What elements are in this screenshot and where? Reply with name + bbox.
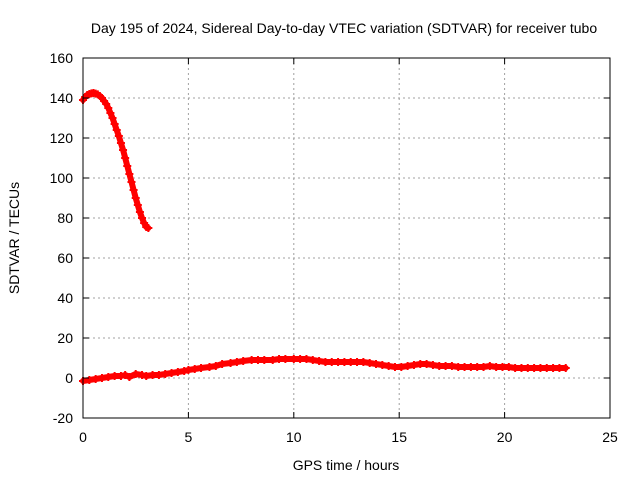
data-point <box>281 355 290 363</box>
x-tick-label: 0 <box>79 429 87 445</box>
y-tick-label: 80 <box>57 210 73 226</box>
y-tick-label: -20 <box>53 410 73 426</box>
tick-labels: 0 5 10 15 20 25 -20 0 20 40 60 80 100 120 140 160 <box>50 50 618 445</box>
data-point <box>127 178 136 186</box>
data-point <box>125 373 134 381</box>
series-arc-2 <box>79 355 570 385</box>
data-point <box>211 362 220 370</box>
data-point <box>108 114 117 122</box>
axis-ticks <box>82 57 611 419</box>
data-point <box>239 357 248 365</box>
y-tick-label: 140 <box>50 90 74 106</box>
data-point <box>112 126 121 134</box>
plot-frame <box>82 57 611 419</box>
y-tick-label: 100 <box>50 170 74 186</box>
data-points <box>79 89 570 385</box>
data-point <box>125 170 134 178</box>
data-point <box>133 201 142 209</box>
data-point <box>116 139 125 147</box>
data-point <box>135 208 144 216</box>
data-point <box>110 120 119 128</box>
data-point <box>138 214 147 222</box>
data-point <box>144 224 153 232</box>
x-axis-label: GPS time / hours <box>293 457 400 473</box>
data-point <box>104 104 113 112</box>
data-point <box>129 186 138 194</box>
data-point <box>131 194 140 202</box>
x-tick-label: 10 <box>286 429 302 445</box>
data-point <box>561 364 570 372</box>
y-tick-label: 0 <box>65 370 73 386</box>
data-point <box>218 360 227 368</box>
series-arc-1 <box>79 89 153 232</box>
data-point <box>121 154 130 162</box>
y-axis-label: SDTVAR / TECUs <box>6 182 22 294</box>
data-point <box>106 109 115 117</box>
data-point <box>121 371 130 379</box>
x-tick-label: 25 <box>602 429 618 445</box>
y-tick-label: 120 <box>50 130 74 146</box>
x-tick-label: 15 <box>391 429 407 445</box>
y-tick-label: 40 <box>57 290 73 306</box>
y-tick-label: 60 <box>57 250 73 266</box>
data-point <box>119 146 128 154</box>
data-point <box>123 162 132 170</box>
y-tick-label: 160 <box>50 50 74 66</box>
data-point <box>114 132 123 140</box>
x-tick-label: 20 <box>497 429 513 445</box>
y-tick-label: 20 <box>57 330 73 346</box>
x-tick-label: 5 <box>185 429 193 445</box>
chart-title: Day 195 of 2024, Sidereal Day-to-day VTE… <box>91 20 598 36</box>
data-point <box>260 356 269 364</box>
data-point <box>197 364 206 372</box>
